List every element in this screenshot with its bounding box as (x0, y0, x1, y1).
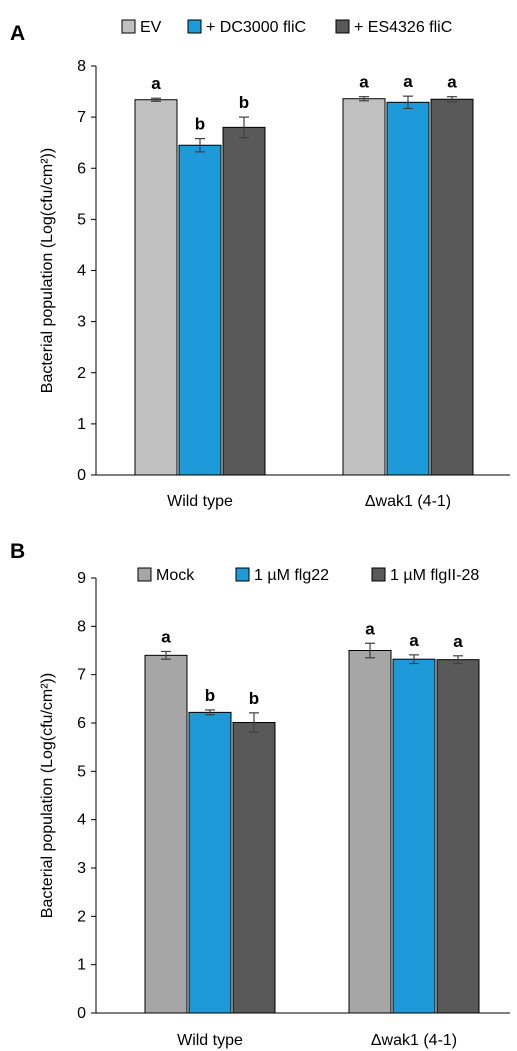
panel-letter: A (10, 22, 25, 45)
bar (134, 99, 178, 476)
legend-swatch (137, 567, 152, 582)
bar (348, 650, 392, 1014)
y-tick-label: 8 (77, 618, 86, 635)
significance-letter: a (409, 631, 419, 650)
significance-letter: a (365, 619, 375, 638)
bar (430, 98, 474, 476)
y-tick-label: 7 (77, 109, 86, 126)
significance-letter: b (249, 689, 259, 708)
bar (436, 659, 480, 1014)
y-tick-label: 5 (77, 211, 86, 228)
legend-label: EV (140, 19, 162, 36)
bar (232, 722, 276, 1014)
panel-letter: B (10, 540, 25, 563)
significance-letter: a (151, 74, 161, 93)
x-category-label: Δwak1 (4-1) (365, 493, 451, 510)
bar (386, 101, 430, 476)
legend-label: Mock (156, 567, 195, 584)
panel-b: B Mock 1 µM flg22 1 µM flgII-28 0 1 2 3 4 5 6 7 8 9 Ba… (10, 540, 510, 1049)
significance-letter: a (161, 627, 171, 646)
y-tick-label: 3 (77, 314, 86, 331)
y-tick-label: 6 (77, 160, 86, 177)
panel-a: A EV + DC3000 fliC + ES4326 fliC 0 1 2 3 4 5 6 7 8 Ba… (10, 19, 510, 510)
legend-swatch (235, 567, 250, 582)
significance-letter: a (447, 73, 457, 92)
legend-label: + DC3000 fliC (206, 19, 306, 36)
bar (144, 654, 188, 1014)
legend-swatch (335, 19, 350, 34)
y-tick-label: 9 (77, 570, 86, 587)
bar (342, 98, 386, 476)
bar (222, 126, 266, 476)
y-tick-label: 2 (77, 908, 86, 925)
significance-letter: a (403, 72, 413, 91)
y-tick-label: 6 (77, 715, 86, 732)
x-category-label: Wild type (167, 493, 233, 510)
y-tick-label: 8 (77, 58, 86, 75)
bar (178, 144, 222, 476)
significance-letter: a (359, 73, 369, 92)
y-tick-label: 1 (77, 416, 86, 433)
bar (392, 658, 436, 1014)
y-tick-label: 0 (77, 1005, 86, 1022)
significance-letter: b (239, 93, 249, 112)
legend-label: 1 µM flgII-28 (390, 567, 479, 584)
y-tick-label: 4 (77, 812, 86, 829)
y-axis-label: Bacterial population (Log(cfu/cm²)) (39, 673, 56, 918)
x-category-label: Δwak1 (4-1) (371, 1032, 457, 1049)
significance-letter: b (195, 115, 205, 134)
legend-swatch (121, 19, 136, 34)
y-tick-label: 2 (77, 365, 86, 382)
legend-swatch (371, 567, 386, 582)
y-tick-label: 4 (77, 263, 86, 280)
y-tick-label: 7 (77, 667, 86, 684)
y-tick-label: 3 (77, 860, 86, 877)
x-category-label: Wild type (177, 1032, 243, 1049)
y-tick-label: 0 (77, 467, 86, 484)
y-axis-label: Bacterial population (Log(cfu/cm²)) (39, 148, 56, 393)
legend-label: 1 µM flg22 (254, 567, 329, 584)
y-tick-label: 5 (77, 763, 86, 780)
legend-swatch (187, 19, 202, 34)
bar (188, 711, 232, 1014)
significance-letter: a (453, 632, 463, 651)
y-tick-label: 1 (77, 957, 86, 974)
significance-letter: b (205, 686, 215, 705)
legend-label: + ES4326 fliC (354, 19, 452, 36)
